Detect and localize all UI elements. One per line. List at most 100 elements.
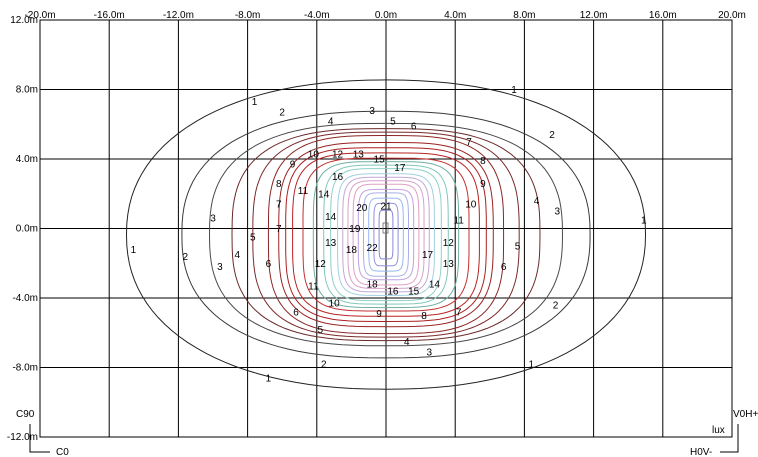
contour-label: 10 (465, 200, 477, 211)
contour-label: 5 (317, 325, 323, 336)
x-tick-label: 16.0m (649, 10, 677, 21)
contour-label: 3 (554, 207, 560, 218)
isoline-15 (342, 176, 430, 293)
isoline-16 (347, 180, 425, 289)
contour-label: 3 (210, 214, 216, 225)
isoline-7 (278, 141, 494, 328)
isoline-21 (373, 202, 399, 267)
isoline-9 (292, 152, 480, 317)
luminaire-marker (382, 222, 389, 234)
contour-label: 14 (318, 189, 330, 200)
isolines (125, 79, 647, 390)
contour-label: 2 (553, 300, 559, 311)
contour-label: 4 (534, 196, 540, 207)
contour-label: 14 (429, 280, 441, 291)
y-tick-label: 0.0m (16, 224, 38, 235)
contour-label: 11 (308, 281, 319, 292)
contour-label: 7 (466, 137, 472, 148)
contour-label: 12 (315, 259, 327, 270)
h0v-axis-marker (720, 424, 739, 453)
contour-label: 4 (234, 250, 240, 261)
contour-label: 13 (443, 259, 455, 270)
isoline-4 (231, 128, 541, 342)
contour-label: 9 (480, 179, 486, 190)
contour-label: 14 (325, 212, 337, 223)
contour-label: 2 (321, 360, 327, 371)
contour-label: 7 (276, 200, 282, 211)
isoline-11 (312, 161, 460, 309)
contour-label: 1 (529, 360, 535, 371)
x-tick-label: -4.0m (304, 10, 330, 21)
contour-label: 5 (250, 233, 256, 244)
h0v-minus-label: H0V- (690, 447, 712, 457)
contour-label: 13 (325, 238, 337, 249)
contour-label: 2 (549, 130, 555, 141)
contour-label: 2 (279, 108, 285, 119)
contour-label: 8 (276, 179, 282, 190)
contour-label: 8 (421, 311, 427, 322)
contour-label: 19 (349, 224, 361, 235)
contour-label: 1 (266, 373, 272, 384)
isoline-2 (181, 110, 591, 359)
contour-label: 21 (380, 201, 392, 212)
isoline-17 (352, 183, 420, 286)
contour-label: 11 (298, 186, 309, 197)
contour-label: 17 (394, 163, 406, 174)
c0-label: C0 (56, 447, 69, 457)
grid (39, 19, 733, 438)
y-tick-label: 8.0m (16, 85, 38, 96)
contour-label: 12 (443, 238, 455, 249)
y-tick-label: -12.0m (7, 432, 38, 443)
contour-label: 3 (369, 106, 375, 117)
contour-label: 16 (387, 287, 399, 298)
contour-label: 18 (346, 245, 358, 256)
contour-label: 3 (217, 262, 223, 273)
isoline-1 (125, 79, 647, 390)
contour-label: 1 (131, 245, 137, 256)
c90-label: C90 (16, 409, 35, 420)
isoline-14 (337, 173, 435, 296)
x-tick-label: 12.0m (580, 10, 608, 21)
isoline-18 (357, 188, 415, 281)
contour-label: 4 (404, 337, 410, 348)
contour-label: 1 (511, 85, 517, 96)
x-tick-label: 0.0m (375, 10, 397, 21)
isoline-19 (363, 192, 409, 277)
isoline-10 (302, 157, 470, 312)
contour-label: 17 (422, 250, 434, 261)
contour-label: 11 (453, 215, 464, 226)
axis-ticks: -20.0m -16.0m -12.0m -8.0m -4.0m 0.0m 4.0m 8.0m… (7, 10, 746, 443)
contour-label: 6 (293, 307, 299, 318)
isoline-22 (378, 209, 394, 260)
contour-label: 4 (328, 116, 334, 127)
contour-label: 18 (367, 280, 379, 291)
isoline-6 (267, 134, 505, 335)
isoline-5 (252, 131, 520, 338)
c0-axis-marker (29, 424, 50, 453)
isoline-8 (285, 147, 487, 323)
y-tick-label: 12.0m (10, 15, 38, 26)
y-tick-label: -4.0m (12, 293, 38, 304)
contour-label: 5 (515, 241, 521, 252)
y-tick-label: 4.0m (16, 154, 38, 165)
contour-label: 3 (426, 347, 432, 358)
contour-label: 12 (332, 149, 344, 160)
contour-label: 13 (353, 149, 365, 160)
contour-label: 6 (501, 262, 507, 273)
contour-label: 5 (390, 116, 396, 127)
contour-label: 2 (183, 252, 189, 263)
x-tick-label: 4.0m (444, 10, 466, 21)
contour-label: 22 (367, 243, 379, 254)
y-tick-label: -8.0m (12, 363, 38, 374)
x-tick-label: 8.0m (513, 10, 535, 21)
x-tick-label: -20.0m (24, 10, 55, 21)
contour-label: 6 (266, 259, 272, 270)
isoline-13 (330, 168, 442, 302)
contour-label: 9 (290, 160, 296, 171)
contour-label: 9 (376, 309, 382, 320)
contour-label: 16 (332, 172, 344, 183)
contour-label: 7 (276, 224, 282, 235)
contour-label: 1 (641, 215, 647, 226)
